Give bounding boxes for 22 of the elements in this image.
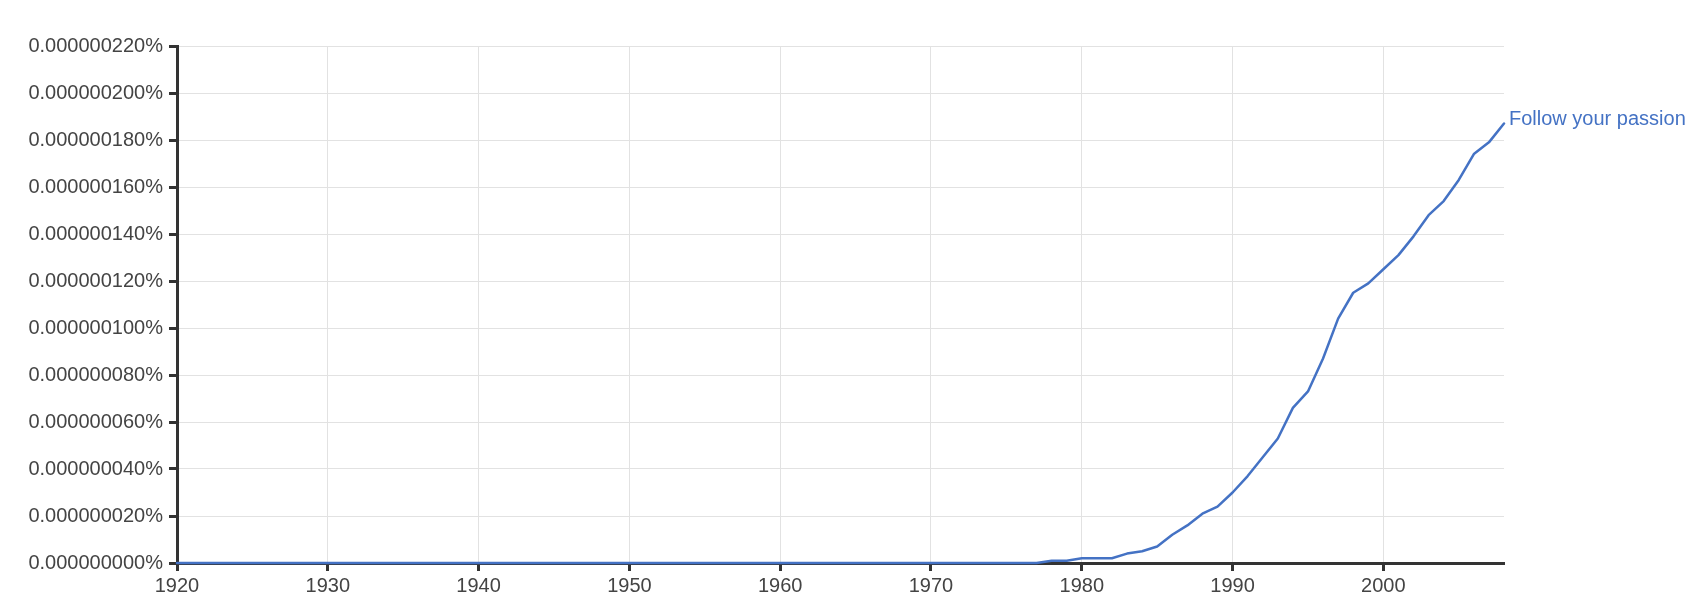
y-tick-label: 0.000000200%	[28, 80, 164, 103]
y-tick-label: 0.000000160%	[28, 174, 164, 197]
x-tick-label: 1990	[1210, 573, 1255, 596]
y-tick-label: 0.000000040%	[28, 456, 164, 479]
x-tick-label: 1920	[154, 573, 200, 596]
y-tick-label: 0.000000140%	[28, 221, 164, 244]
y-tick-label: 0.000000000%	[28, 550, 164, 573]
y-tick-label: 0.000000020%	[28, 503, 164, 526]
x-tick-label: 1930	[305, 573, 351, 596]
y-tick-label: 0.000000080%	[28, 362, 164, 385]
y-tick-label: 0.000000100%	[28, 315, 164, 338]
y-tick-label: 0.000000120%	[28, 268, 164, 291]
x-tick-label: 1980	[1059, 573, 1105, 596]
x-tick-label: 1940	[456, 573, 501, 596]
y-tick-label: 0.000000180%	[28, 127, 164, 150]
x-tick-label: 1970	[908, 573, 954, 596]
x-tick-label: 2000	[1361, 573, 1406, 596]
x-tick-label: 1960	[757, 573, 803, 596]
x-tick-label: 1950	[607, 573, 652, 596]
y-tick-label: 0.000000220%	[28, 33, 164, 56]
series-label: Follow your passion	[1509, 107, 1686, 130]
y-tick-label: 0.000000060%	[28, 409, 164, 432]
